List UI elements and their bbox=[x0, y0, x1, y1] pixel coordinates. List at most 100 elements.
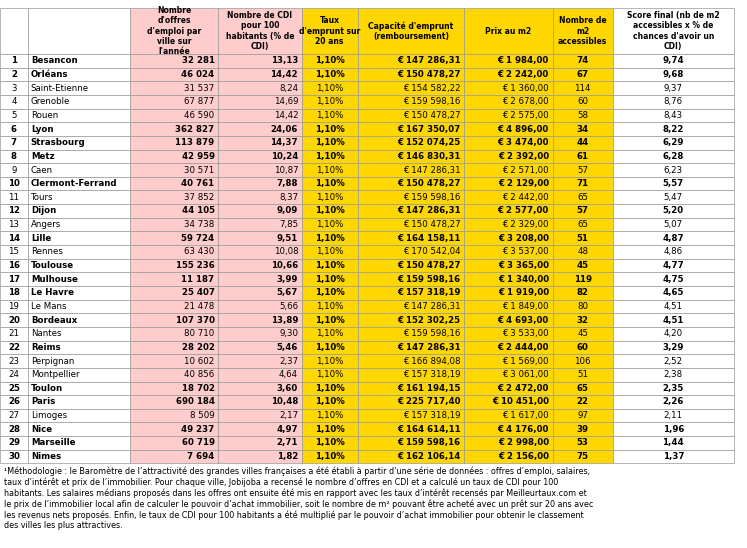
Text: 119: 119 bbox=[574, 275, 592, 284]
Bar bbox=[0, 300, 28, 313]
Bar bbox=[130, 286, 218, 300]
Text: 2,71: 2,71 bbox=[276, 438, 298, 447]
Text: 4: 4 bbox=[11, 98, 16, 106]
Text: 1,10%: 1,10% bbox=[314, 438, 344, 447]
Text: 7,88: 7,88 bbox=[276, 179, 298, 188]
Bar bbox=[613, 313, 734, 327]
Bar bbox=[613, 54, 734, 68]
Bar bbox=[130, 259, 218, 272]
Bar bbox=[553, 259, 613, 272]
Bar bbox=[0, 150, 28, 163]
Bar bbox=[0, 354, 28, 368]
Bar bbox=[0, 231, 28, 245]
Text: € 3 533,00: € 3 533,00 bbox=[502, 329, 549, 338]
Text: 10,87: 10,87 bbox=[273, 165, 298, 174]
Bar bbox=[28, 368, 130, 381]
Text: 1,37: 1,37 bbox=[663, 452, 684, 461]
Bar bbox=[28, 150, 130, 163]
Text: 46 024: 46 024 bbox=[182, 70, 214, 79]
Bar bbox=[302, 368, 358, 381]
Bar bbox=[358, 313, 465, 327]
Text: 67 877: 67 877 bbox=[185, 98, 214, 106]
Bar bbox=[0, 245, 28, 259]
Bar bbox=[465, 381, 553, 395]
Bar bbox=[218, 245, 302, 259]
Text: 9,74: 9,74 bbox=[663, 56, 684, 65]
Text: 5,46: 5,46 bbox=[277, 343, 298, 352]
Text: € 159 598,16: € 159 598,16 bbox=[397, 275, 461, 284]
Text: 1,10%: 1,10% bbox=[314, 288, 344, 298]
Text: 27: 27 bbox=[8, 411, 19, 420]
Text: € 147 286,31: € 147 286,31 bbox=[397, 56, 461, 65]
Text: 1,96: 1,96 bbox=[663, 425, 684, 434]
Text: € 164 158,11: € 164 158,11 bbox=[397, 234, 461, 243]
Bar bbox=[358, 150, 465, 163]
Text: 2,11: 2,11 bbox=[664, 411, 683, 420]
Bar bbox=[28, 122, 130, 136]
Text: Nombre de CDI
pour 100
habitants (% de
CDI): Nombre de CDI pour 100 habitants (% de C… bbox=[226, 11, 294, 51]
Text: € 167 350,07: € 167 350,07 bbox=[397, 124, 461, 134]
Text: 80: 80 bbox=[577, 302, 588, 311]
Bar bbox=[218, 395, 302, 409]
Text: € 2 998,00: € 2 998,00 bbox=[498, 438, 549, 447]
Bar bbox=[465, 231, 553, 245]
Text: 16: 16 bbox=[8, 261, 20, 270]
Bar bbox=[358, 368, 465, 381]
Bar bbox=[218, 81, 302, 95]
Text: 1,10%: 1,10% bbox=[316, 84, 344, 93]
Text: 8,37: 8,37 bbox=[279, 193, 298, 202]
Bar bbox=[130, 218, 218, 231]
Bar bbox=[613, 8, 734, 54]
Bar bbox=[218, 313, 302, 327]
Bar bbox=[358, 450, 465, 464]
Text: Montpellier: Montpellier bbox=[31, 370, 79, 379]
Bar bbox=[358, 122, 465, 136]
Text: Clermont-Ferrand: Clermont-Ferrand bbox=[31, 179, 117, 188]
Bar bbox=[0, 436, 28, 450]
Bar bbox=[553, 81, 613, 95]
Bar bbox=[358, 95, 465, 109]
Text: 53: 53 bbox=[577, 438, 589, 447]
Bar bbox=[358, 191, 465, 204]
Text: 61: 61 bbox=[577, 152, 589, 161]
Text: 74: 74 bbox=[577, 56, 589, 65]
Text: Nombre
d'offres
d'emploi par
ville sur
l'année: Nombre d'offres d'emploi par ville sur l… bbox=[147, 5, 201, 56]
Text: 59 724: 59 724 bbox=[182, 234, 214, 243]
Text: 3,99: 3,99 bbox=[277, 275, 298, 284]
Bar bbox=[130, 109, 218, 122]
Text: Le Havre: Le Havre bbox=[31, 288, 74, 298]
Bar bbox=[218, 340, 302, 354]
Bar bbox=[553, 395, 613, 409]
Bar bbox=[465, 354, 553, 368]
Text: 2: 2 bbox=[11, 70, 17, 79]
Bar bbox=[130, 204, 218, 218]
Text: 65: 65 bbox=[577, 384, 589, 393]
Text: € 1 340,00: € 1 340,00 bbox=[498, 275, 549, 284]
Text: 6,28: 6,28 bbox=[663, 152, 684, 161]
Bar bbox=[0, 327, 28, 340]
Text: 29: 29 bbox=[8, 438, 20, 447]
Bar bbox=[553, 68, 613, 81]
Text: 57: 57 bbox=[577, 207, 589, 215]
Bar bbox=[553, 191, 613, 204]
Bar bbox=[218, 259, 302, 272]
Bar bbox=[0, 272, 28, 286]
Text: 1,10%: 1,10% bbox=[314, 152, 344, 161]
Bar bbox=[302, 300, 358, 313]
Bar bbox=[28, 218, 130, 231]
Text: 10: 10 bbox=[8, 179, 20, 188]
Text: € 225 717,40: € 225 717,40 bbox=[397, 397, 461, 407]
Bar bbox=[218, 218, 302, 231]
Text: 6,23: 6,23 bbox=[664, 165, 683, 174]
Text: 10,66: 10,66 bbox=[271, 261, 298, 270]
Bar bbox=[358, 286, 465, 300]
Bar bbox=[613, 423, 734, 436]
Text: 10,08: 10,08 bbox=[273, 247, 298, 256]
Text: € 157 318,19: € 157 318,19 bbox=[403, 411, 461, 420]
Text: 42 959: 42 959 bbox=[182, 152, 214, 161]
Text: € 150 478,27: € 150 478,27 bbox=[397, 70, 461, 79]
Text: 2,52: 2,52 bbox=[664, 357, 683, 366]
Bar bbox=[302, 95, 358, 109]
Bar bbox=[553, 231, 613, 245]
Text: 1,10%: 1,10% bbox=[314, 425, 344, 434]
